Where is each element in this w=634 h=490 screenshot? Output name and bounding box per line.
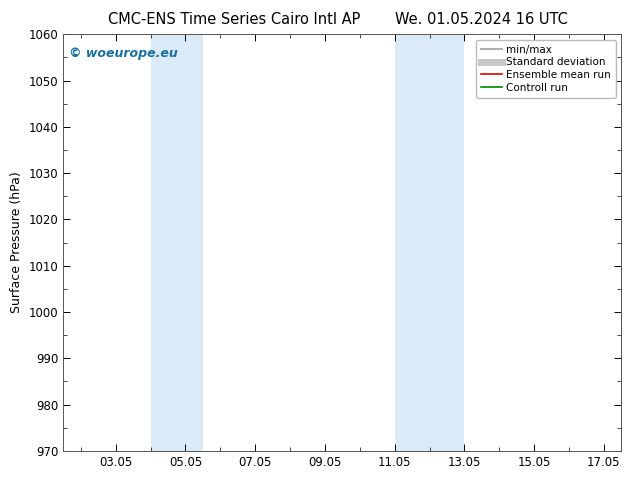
Text: © woeurope.eu: © woeurope.eu: [69, 47, 178, 60]
Bar: [394, 34, 464, 451]
Y-axis label: Surface Pressure (hPa): Surface Pressure (hPa): [10, 172, 23, 314]
Bar: [150, 34, 203, 451]
Text: We. 01.05.2024 16 UTC: We. 01.05.2024 16 UTC: [396, 12, 568, 27]
Legend: min/max, Standard deviation, Ensemble mean run, Controll run: min/max, Standard deviation, Ensemble me…: [476, 40, 616, 98]
Text: CMC-ENS Time Series Cairo Intl AP: CMC-ENS Time Series Cairo Intl AP: [108, 12, 361, 27]
